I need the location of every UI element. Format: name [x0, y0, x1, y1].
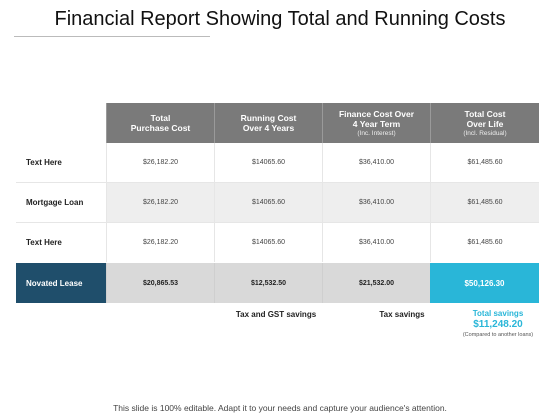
header-text: Over 4 Years: [242, 123, 295, 133]
header-text: Total Cost: [464, 108, 506, 119]
row-label: Text Here: [26, 238, 62, 247]
header-finance-cost: Finance Cost Over 4 Year Term (Inc. Inte…: [322, 103, 430, 143]
table-header: Total Purchase Cost Running Cost Over 4 …: [16, 103, 539, 143]
tax-gst-savings-label: Tax and GST savings: [235, 310, 317, 319]
cell-value: $61,485.60: [430, 143, 539, 182]
cell-value: $36,410.00: [322, 183, 430, 222]
cell-value: $61,485.60: [430, 183, 539, 222]
header-subtext: (Incl. Residual): [463, 129, 507, 137]
total-savings-value: $11,248.20: [473, 319, 523, 330]
row-label: Text Here: [26, 158, 62, 167]
table-row: Text Here $26,182.20 $14065.60 $36,410.0…: [16, 223, 539, 262]
total-savings-note: (Compared to another loans): [462, 332, 534, 338]
header-subtext: (Inc. Interest): [357, 129, 396, 137]
cell-value: $14065.60: [214, 183, 322, 222]
tax-savings-label: Tax savings: [379, 310, 425, 319]
row-label: Mortgage Loan: [26, 198, 84, 207]
cell-value: $20,865.53: [106, 263, 214, 303]
header-text: 4 Year Term: [352, 118, 401, 129]
title-underline: [14, 36, 210, 37]
header-text: Over Life: [466, 118, 504, 129]
cell-value: $26,182.20: [106, 223, 214, 262]
header-text: Total: [150, 113, 171, 123]
row-divider: [16, 222, 539, 223]
cell-value: $14065.60: [214, 223, 322, 262]
novated-lease-label: Novated Lease: [16, 263, 106, 303]
header-text: Running Cost: [240, 113, 297, 123]
cell-value: $36,410.00: [322, 143, 430, 182]
header-text: Finance Cost Over: [338, 108, 415, 119]
header-running-cost: Running Cost Over 4 Years: [214, 103, 322, 143]
cell-value: $61,485.60: [430, 223, 539, 262]
slide-title: Financial Report Showing Total and Runni…: [54, 8, 506, 30]
header-total-purchase-cost: Total Purchase Cost: [106, 103, 214, 143]
total-savings: Total savings $11,248.20 (Compared to an…: [445, 309, 551, 338]
footer-note: This slide is 100% editable. Adapt it to…: [113, 403, 447, 413]
cell-value: $14065.60: [214, 143, 322, 182]
table-row: Text Here $26,182.20 $14065.60 $36,410.0…: [16, 143, 539, 182]
novated-total-cost: $50,126.30: [430, 263, 539, 303]
cell-value: $21,532.00: [322, 263, 430, 303]
header-text: Purchase Cost: [130, 123, 191, 133]
table-row: Mortgage Loan $26,182.20 $14065.60 $36,4…: [16, 183, 539, 222]
novated-lease-row: Novated Lease $20,865.53 $12,532.50 $21,…: [16, 263, 539, 303]
cell-value: $26,182.20: [106, 143, 214, 182]
total-savings-label: Total savings: [472, 309, 524, 318]
row-divider: [16, 182, 539, 183]
header-total-cost-over-life: Total Cost Over Life (Incl. Residual): [430, 103, 539, 143]
cell-value: $26,182.20: [106, 183, 214, 222]
cell-value: $12,532.50: [214, 263, 322, 303]
cell-value: $36,410.00: [322, 223, 430, 262]
